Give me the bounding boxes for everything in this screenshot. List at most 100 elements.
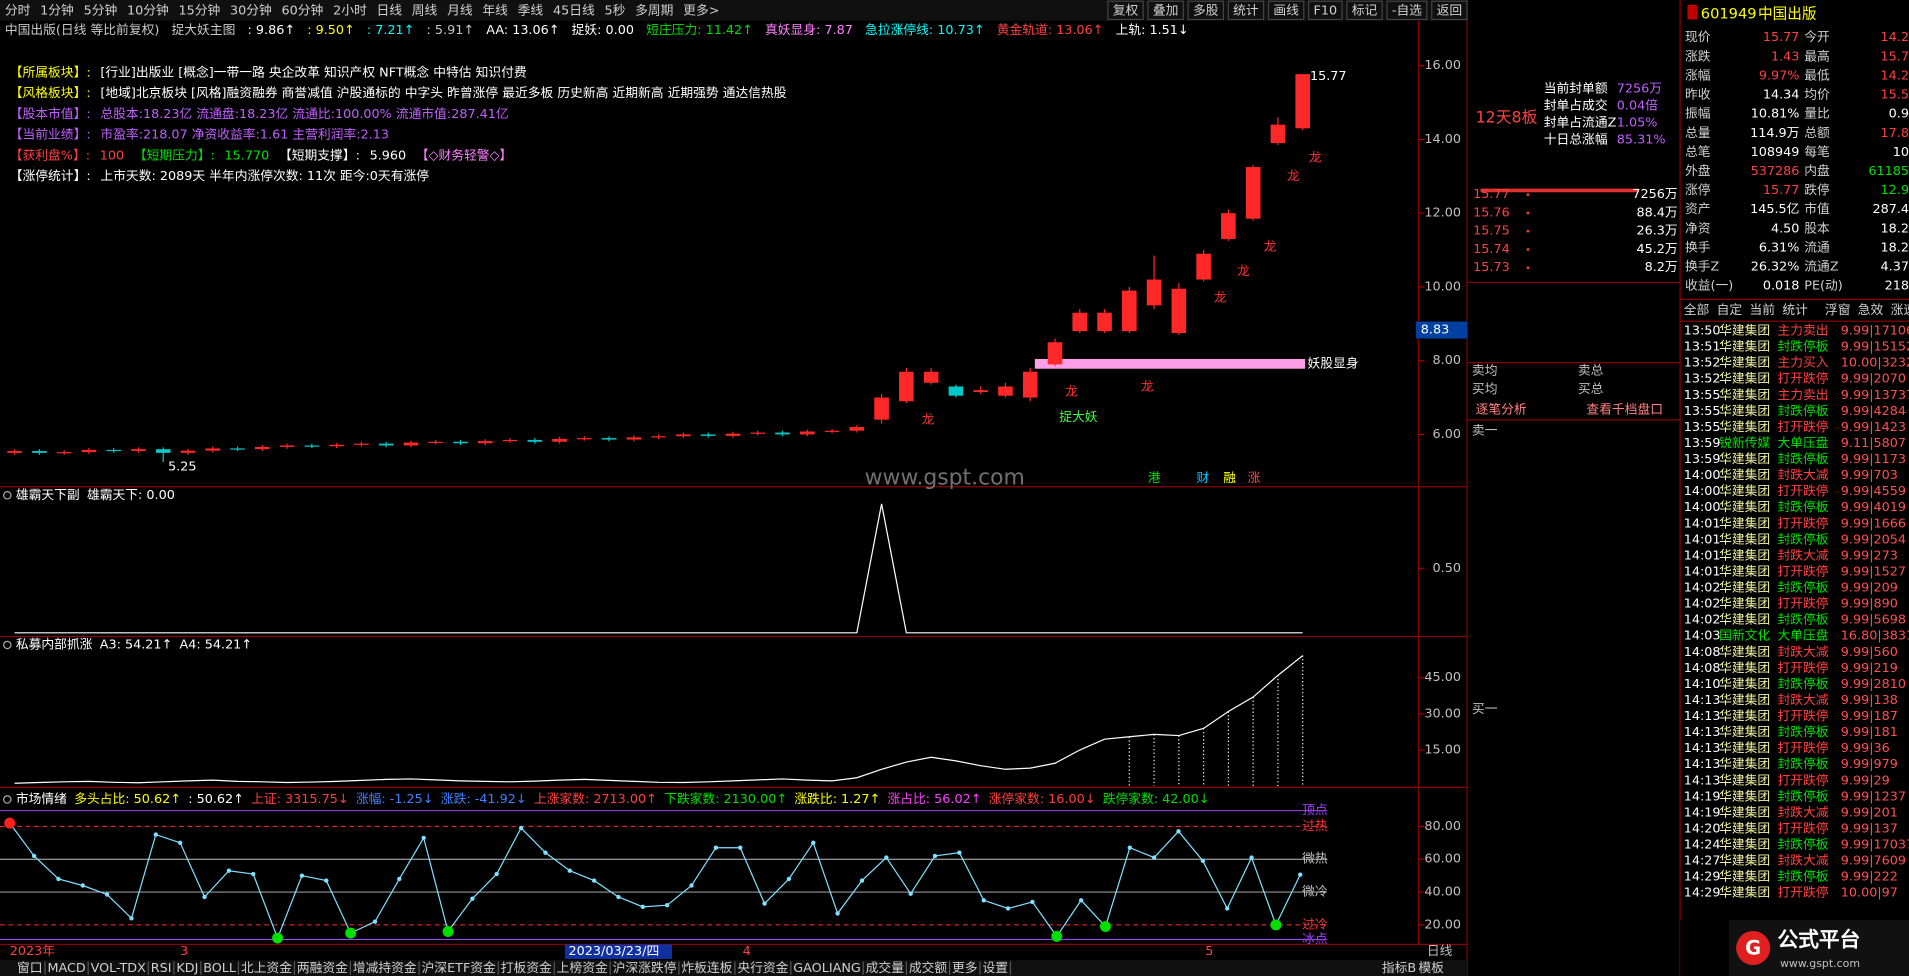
bottom-tab[interactable]: 成交量 <box>866 960 905 976</box>
bottom-tab[interactable]: 增减持资金 <box>353 960 417 976</box>
bottom-tab[interactable]: MACD <box>47 961 85 976</box>
tick-name: 华建集团 <box>1719 612 1770 628</box>
quote-label: 昨收 <box>1685 88 1711 103</box>
toolbar-button[interactable]: 标记 <box>1352 3 1378 18</box>
quote-label: 量比 <box>1804 107 1830 122</box>
tick-value: 9.99|2070 <box>1841 372 1906 387</box>
period-tab[interactable]: 15分钟 <box>178 2 220 18</box>
tick-type: 封跌大减 <box>1778 644 1829 660</box>
quote-value: 18.2 <box>1881 240 1909 255</box>
candle-body <box>81 449 97 453</box>
quote-value: 114.9万 <box>1750 126 1799 141</box>
tick-time: 13:51 <box>1684 340 1721 355</box>
bottom-tab[interactable]: KDJ <box>176 961 198 976</box>
bottom-tab[interactable]: 炸板连板 <box>681 960 732 976</box>
period-tab[interactable]: 2小时 <box>333 3 367 18</box>
tick-tab[interactable]: 自定 <box>1717 303 1743 318</box>
cursor-value-box <box>1415 321 1468 339</box>
signal-tag: 财 <box>1196 471 1209 486</box>
tick-name: 华建集团 <box>1719 596 1770 612</box>
bottom-tab[interactable]: 更多 <box>952 961 978 976</box>
tick-name: 锐新传媒 <box>1719 435 1770 451</box>
sentiment-dot <box>567 868 572 873</box>
period-tab[interactable]: 多周期 <box>635 3 673 18</box>
bottom-tab[interactable]: 北上资金 <box>241 960 292 976</box>
bottom-tab[interactable]: 两融资金 <box>297 960 348 976</box>
period-tab[interactable]: 30分钟 <box>230 2 272 18</box>
bid-dot <box>1526 230 1530 233</box>
toolbar-button[interactable]: 复权 <box>1113 2 1139 18</box>
toolbar-button[interactable]: 画线 <box>1273 3 1299 18</box>
summary-label: 买均 <box>1472 382 1498 397</box>
tick-tab[interactable]: 当前 <box>1749 302 1775 318</box>
toolbar-button[interactable]: 统计 <box>1233 3 1259 18</box>
tick-time: 13:55 <box>1684 404 1721 419</box>
bottom-right-tab[interactable]: 指标B <box>1382 961 1416 976</box>
tick-value: 9.99|273 <box>1841 548 1898 563</box>
bottom-tab[interactable]: 上榜资金 <box>557 960 608 976</box>
bottom-tab[interactable]: GAOLIANG <box>793 961 861 976</box>
bottom-tab[interactable]: VOL-TDX <box>91 961 147 976</box>
period-tab[interactable]: 5分钟 <box>84 2 118 18</box>
tick-tab[interactable]: 全部 <box>1684 302 1710 318</box>
period-tab[interactable]: 月线 <box>447 3 473 18</box>
period-tab[interactable]: 分时 <box>5 3 31 18</box>
period-tab[interactable]: 周线 <box>412 3 438 18</box>
quote-label: 资产 <box>1685 202 1711 217</box>
cursor-value: 8.83 <box>1421 323 1449 338</box>
period-tab[interactable]: 年线 <box>482 3 508 18</box>
period-tab[interactable]: 季线 <box>518 3 544 18</box>
bottom-tab[interactable]: BOLL <box>203 961 237 976</box>
bottom-tab[interactable]: 成交额 <box>909 960 948 976</box>
analysis-tab[interactable]: 逐笔分析 <box>1476 402 1527 418</box>
quote-value: 0.9 <box>1889 107 1909 122</box>
period-tab[interactable]: 日线 <box>376 3 402 18</box>
tick-tab[interactable]: 浮窗 <box>1825 303 1851 318</box>
quote-value: 26.32% <box>1751 260 1800 275</box>
quote-label: 净资 <box>1685 221 1711 236</box>
tick-tab[interactable]: 急效 <box>1858 303 1884 318</box>
bottom-tab[interactable]: 设置 <box>982 961 1008 976</box>
tick-value: 9.99|1527 <box>1841 564 1906 579</box>
period-tab[interactable]: 5秒 <box>604 3 625 18</box>
tick-type: 打开跌停 <box>1778 885 1829 901</box>
quote-value: 6.31% <box>1759 240 1800 255</box>
bottom-tab[interactable]: 央行资金 <box>737 960 788 976</box>
period-tab[interactable]: 更多> <box>683 3 719 18</box>
toolbar-button[interactable]: -自选 <box>1392 3 1422 18</box>
period-tab[interactable]: 10分钟 <box>127 2 169 18</box>
toolbar-button[interactable]: F10 <box>1314 3 1338 18</box>
tick-time: 14:01 <box>1684 548 1721 563</box>
tick-type: 封跌停板 <box>1778 676 1829 692</box>
tick-time: 14:03 <box>1684 629 1721 644</box>
toolbar-button[interactable]: 多股 <box>1193 3 1219 18</box>
quote-label: 涨幅 <box>1685 68 1711 83</box>
bottom-tab[interactable]: 沪深ETF资金 <box>422 960 497 976</box>
candle-body <box>1047 342 1063 365</box>
candle-body <box>725 433 741 436</box>
bottom-tab[interactable]: RSI <box>151 961 172 976</box>
toolbar-button[interactable]: 叠加 <box>1153 3 1179 18</box>
quote-label: 振幅 <box>1685 107 1711 122</box>
analysis-tab[interactable]: 查看千档盘口 <box>1586 402 1663 418</box>
header-item: : 9.50↑ <box>307 23 354 38</box>
bottom-right-tab[interactable]: 模板 <box>1418 961 1444 976</box>
tick-type: 打开跌停 <box>1778 483 1829 499</box>
sentiment-dot <box>421 835 426 841</box>
bid-dot <box>1526 211 1530 215</box>
candle-body <box>477 441 493 444</box>
board-count: 12天8板 <box>1476 108 1538 127</box>
bottom-tab[interactable]: 沪深涨跌停 <box>613 960 677 976</box>
period-tab[interactable]: 60分钟 <box>282 2 324 18</box>
tick-type: 打开跌停 <box>1778 740 1829 756</box>
toolbar-button[interactable]: 返回 <box>1437 3 1463 18</box>
seal-value: 1.05% <box>1617 115 1658 130</box>
dragon-label: 龙 <box>1264 240 1277 255</box>
tick-tab[interactable]: 涨速 <box>1891 303 1909 318</box>
tick-value: 10.00|32327 <box>1841 356 1909 371</box>
tick-tab[interactable]: 统计 <box>1782 303 1808 318</box>
bottom-tab[interactable]: 打板资金 <box>501 960 552 976</box>
period-tab[interactable]: 45日线 <box>553 3 595 18</box>
bottom-tab[interactable]: 窗口 <box>17 961 43 976</box>
period-tab[interactable]: 1分钟 <box>40 2 74 18</box>
